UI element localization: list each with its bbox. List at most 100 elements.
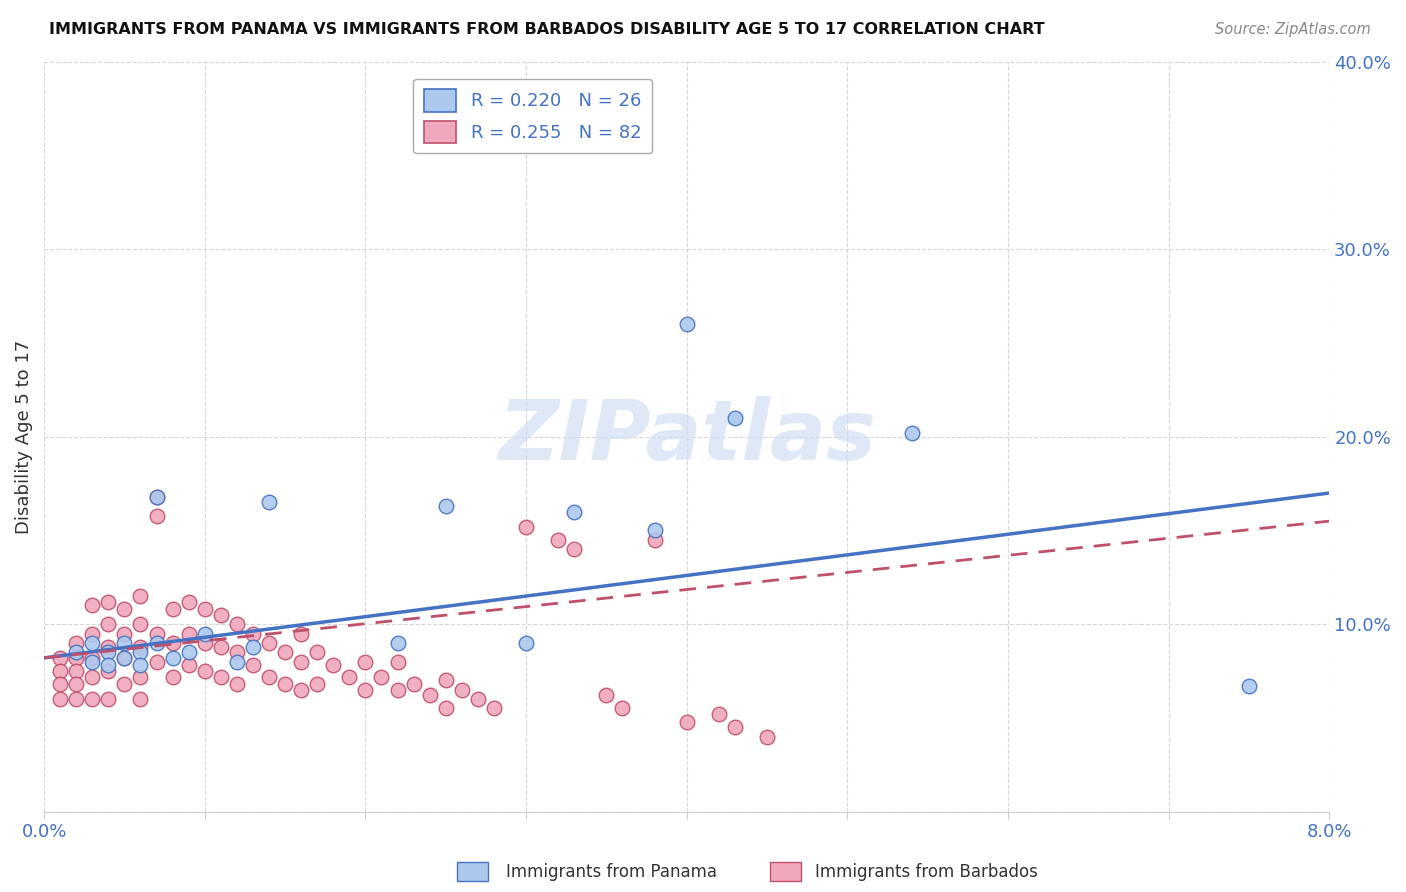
Point — [644, 524, 666, 538]
Point — [595, 689, 617, 703]
Point — [97, 640, 120, 654]
Point — [162, 602, 184, 616]
Point — [307, 645, 329, 659]
Point — [65, 651, 87, 665]
Point — [257, 670, 280, 684]
Point — [194, 626, 217, 640]
Point — [274, 645, 297, 659]
Point — [724, 720, 747, 734]
Point — [387, 682, 409, 697]
Point — [129, 589, 152, 603]
Point — [97, 658, 120, 673]
Point — [515, 636, 537, 650]
Point — [450, 682, 472, 697]
Point — [97, 595, 120, 609]
Point — [65, 692, 87, 706]
Point — [612, 701, 634, 715]
Point — [177, 626, 200, 640]
Point — [209, 670, 232, 684]
Point — [49, 664, 72, 678]
Point — [145, 490, 167, 504]
Point — [724, 411, 747, 425]
Point — [354, 655, 377, 669]
Point — [257, 495, 280, 509]
Point — [387, 655, 409, 669]
Point — [82, 692, 104, 706]
Point — [322, 658, 344, 673]
Point — [162, 670, 184, 684]
Point — [162, 651, 184, 665]
Point — [354, 682, 377, 697]
Point — [145, 490, 167, 504]
Point — [562, 542, 585, 557]
Point — [257, 636, 280, 650]
Point — [209, 640, 232, 654]
Point — [65, 636, 87, 650]
Point — [145, 626, 167, 640]
Point — [644, 533, 666, 547]
Point — [129, 640, 152, 654]
Point — [129, 617, 152, 632]
Point — [129, 658, 152, 673]
Point — [290, 682, 312, 697]
Point — [82, 599, 104, 613]
Point — [290, 655, 312, 669]
Text: ZIPatlas: ZIPatlas — [498, 396, 876, 477]
Point — [129, 692, 152, 706]
Point — [145, 508, 167, 523]
Point — [675, 714, 697, 729]
Point — [562, 505, 585, 519]
Point — [467, 692, 489, 706]
Point — [82, 651, 104, 665]
Point — [65, 677, 87, 691]
Point — [97, 664, 120, 678]
Point — [434, 701, 457, 715]
Point — [434, 499, 457, 513]
Text: IMMIGRANTS FROM PANAMA VS IMMIGRANTS FROM BARBADOS DISABILITY AGE 5 TO 17 CORREL: IMMIGRANTS FROM PANAMA VS IMMIGRANTS FRO… — [49, 22, 1045, 37]
Point — [242, 626, 264, 640]
Point — [547, 533, 569, 547]
Point — [114, 626, 136, 640]
Point — [225, 617, 247, 632]
Point — [419, 689, 441, 703]
Point — [707, 707, 730, 722]
Point — [434, 673, 457, 688]
Point — [49, 692, 72, 706]
Point — [225, 655, 247, 669]
Text: Immigrants from Panama: Immigrants from Panama — [506, 863, 717, 881]
Legend: R = 0.220   N = 26, R = 0.255   N = 82: R = 0.220 N = 26, R = 0.255 N = 82 — [413, 78, 652, 153]
Point — [82, 670, 104, 684]
Point — [387, 636, 409, 650]
Point — [82, 655, 104, 669]
Point — [129, 645, 152, 659]
Point — [97, 617, 120, 632]
Point — [114, 602, 136, 616]
Point — [97, 692, 120, 706]
Point — [337, 670, 360, 684]
Point — [225, 677, 247, 691]
Point — [162, 636, 184, 650]
Point — [290, 626, 312, 640]
Point — [114, 651, 136, 665]
Point — [402, 677, 425, 691]
Point — [177, 658, 200, 673]
Point — [114, 636, 136, 650]
Point — [65, 664, 87, 678]
Point — [675, 318, 697, 332]
Point — [194, 664, 217, 678]
Point — [82, 626, 104, 640]
Point — [370, 670, 392, 684]
Point — [242, 658, 264, 673]
Point — [114, 677, 136, 691]
Point — [145, 655, 167, 669]
Point — [307, 677, 329, 691]
Point — [177, 645, 200, 659]
Point — [225, 645, 247, 659]
Point — [756, 730, 779, 744]
Point — [49, 651, 72, 665]
Point — [49, 677, 72, 691]
Point — [274, 677, 297, 691]
Point — [900, 426, 922, 441]
Y-axis label: Disability Age 5 to 17: Disability Age 5 to 17 — [15, 340, 32, 534]
Text: Source: ZipAtlas.com: Source: ZipAtlas.com — [1215, 22, 1371, 37]
